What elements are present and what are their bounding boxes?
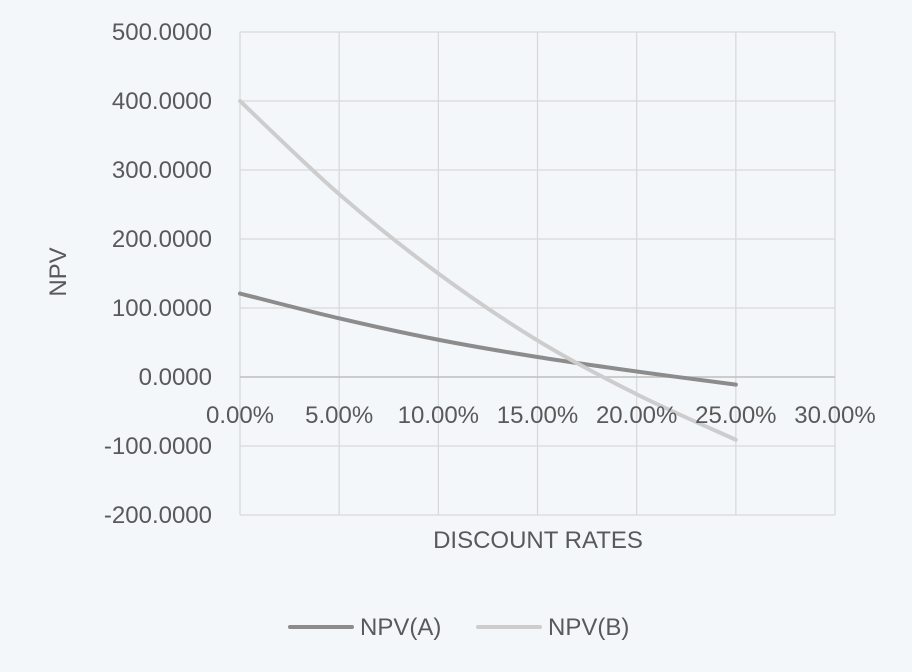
x-tick-label: 10.00%: [398, 402, 479, 429]
y-tick-label: 300.0000: [112, 157, 212, 184]
legend: NPV(A) NPV(B): [288, 614, 629, 641]
y-tick-label: 0.0000: [139, 364, 212, 391]
x-axis-ticks: 0.00% 5.00% 10.00% 15.00% 20.00% 25.00% 30.00%: [206, 402, 876, 429]
x-tick-label: 15.00%: [497, 402, 578, 429]
x-tick-label: 20.00%: [596, 402, 677, 429]
x-axis-title: DISCOUNT RATES: [433, 527, 643, 554]
y-tick-label: 400.0000: [112, 88, 212, 115]
gridlines: [239, 31, 836, 516]
y-tick-label: -200.0000: [104, 502, 212, 529]
legend-label: NPV(A): [360, 614, 441, 641]
y-axis-title: NPV: [45, 247, 72, 296]
x-tick-label: 0.00%: [206, 402, 274, 429]
legend-label: NPV(B): [548, 614, 629, 641]
y-tick-label: -100.0000: [104, 433, 212, 460]
series-lines: [238, 99, 738, 442]
y-tick-label: 500.0000: [112, 19, 212, 46]
x-tick-label: 30.00%: [794, 402, 875, 429]
series-line-npv-a: [238, 291, 738, 387]
x-tick-label: 5.00%: [305, 402, 373, 429]
x-tick-label: 25.00%: [695, 402, 776, 429]
y-tick-label: 100.0000: [112, 295, 212, 322]
series-line-npv-b: [238, 99, 738, 442]
y-tick-label: 200.0000: [112, 226, 212, 253]
y-axis-ticks: 500.0000 400.0000 300.0000 200.0000 100.0000…: [104, 19, 212, 529]
